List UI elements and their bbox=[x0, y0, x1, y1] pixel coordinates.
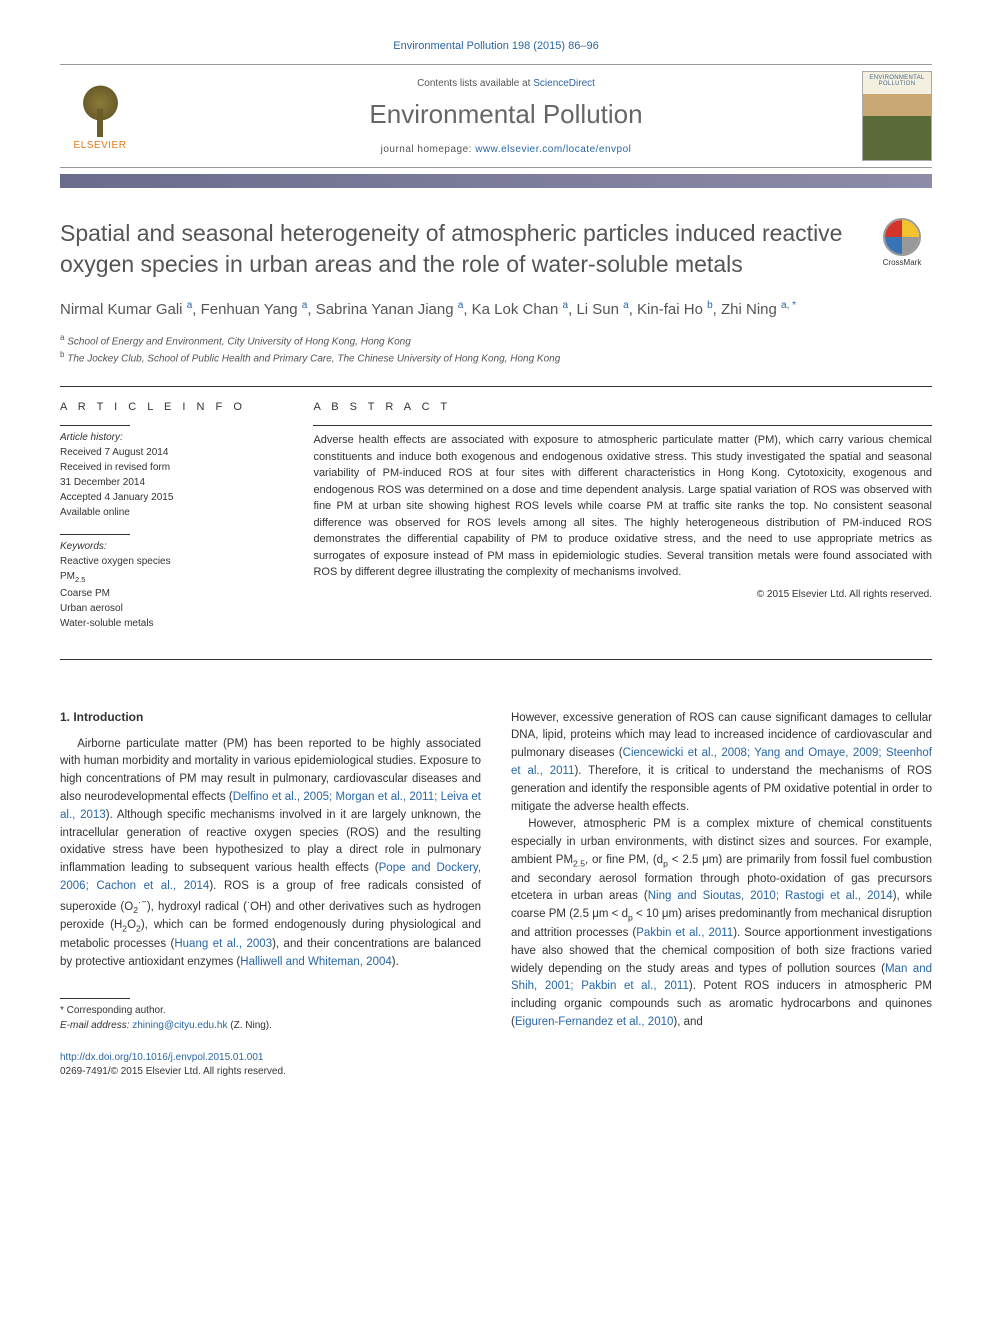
article-info-heading: A R T I C L E I N F O bbox=[60, 401, 277, 413]
contents-available-line: Contents lists available at ScienceDirec… bbox=[150, 78, 862, 89]
crossmark-badge[interactable]: CrossMark bbox=[872, 218, 932, 267]
homepage-link[interactable]: www.elsevier.com/locate/envpol bbox=[475, 144, 631, 155]
journal-header: ELSEVIER Contents lists available at Sci… bbox=[60, 65, 932, 168]
homepage-prefix: journal homepage: bbox=[381, 144, 476, 155]
citation-banner: Environmental Pollution 198 (2015) 86–96 bbox=[60, 40, 932, 52]
doi-link[interactable]: http://dx.doi.org/10.1016/j.envpol.2015.… bbox=[60, 1052, 264, 1063]
article-title: Spatial and seasonal heterogeneity of at… bbox=[60, 218, 852, 280]
gradient-separator-bar bbox=[60, 174, 932, 188]
cover-title: ENVIRONMENTAL POLLUTION bbox=[863, 75, 931, 87]
affiliation-b: b The Jockey Club, School of Public Heal… bbox=[60, 349, 932, 366]
affiliation-a: a School of Energy and Environment, City… bbox=[60, 332, 932, 349]
authors-list: Nirmal Kumar Gali a, Fenhuan Yang a, Sab… bbox=[60, 298, 932, 322]
keyword: Urban aerosol bbox=[60, 601, 277, 616]
article-meta-row: A R T I C L E I N F O Article history: R… bbox=[60, 386, 932, 659]
keyword: PM2.5 bbox=[60, 569, 277, 585]
history-item: Available online bbox=[60, 505, 277, 520]
contents-prefix: Contents lists available at bbox=[417, 78, 533, 89]
history-item: Received 7 August 2014 bbox=[60, 445, 277, 460]
journal-name: Environmental Pollution bbox=[150, 99, 862, 130]
keyword: Water-soluble metals bbox=[60, 616, 277, 631]
keywords-label: Keywords: bbox=[60, 541, 277, 552]
history-item: Accepted 4 January 2015 bbox=[60, 490, 277, 505]
body-columns: 1. Introduction Airborne particulate mat… bbox=[60, 710, 932, 1079]
abstract-separator bbox=[313, 425, 932, 426]
body-column-right: However, excessive generation of ROS can… bbox=[511, 710, 932, 1079]
abstract-heading: A B S T R A C T bbox=[313, 401, 932, 413]
info-separator bbox=[60, 425, 130, 426]
section-1-heading: 1. Introduction bbox=[60, 710, 481, 724]
doi-block: http://dx.doi.org/10.1016/j.envpol.2015.… bbox=[60, 1051, 481, 1079]
body-paragraph: Airborne particulate matter (PM) has bee… bbox=[60, 736, 481, 972]
abstract-copyright: © 2015 Elsevier Ltd. All rights reserved… bbox=[313, 589, 932, 600]
corresponding-author-note: * Corresponding author. bbox=[60, 1003, 481, 1018]
publisher-logo: ELSEVIER bbox=[60, 71, 140, 161]
crossmark-label: CrossMark bbox=[883, 258, 922, 267]
info-separator bbox=[60, 534, 130, 535]
keyword: Reactive oxygen species bbox=[60, 554, 277, 569]
author-email-link[interactable]: zhining@cityu.edu.hk bbox=[132, 1020, 227, 1031]
body-paragraph: However, excessive generation of ROS can… bbox=[511, 710, 932, 1032]
crossmark-icon bbox=[883, 218, 921, 256]
history-label: Article history: bbox=[60, 432, 277, 443]
issn-copyright: 0269-7491/© 2015 Elsevier Ltd. All right… bbox=[60, 1066, 286, 1077]
footnote-separator bbox=[60, 998, 130, 999]
publisher-name: ELSEVIER bbox=[74, 140, 127, 151]
history-item: Received in revised form bbox=[60, 460, 277, 475]
history-item: 31 December 2014 bbox=[60, 475, 277, 490]
affiliations: a School of Energy and Environment, City… bbox=[60, 332, 932, 367]
body-column-left: 1. Introduction Airborne particulate mat… bbox=[60, 710, 481, 1079]
keyword: Coarse PM bbox=[60, 586, 277, 601]
journal-cover-thumbnail: ENVIRONMENTAL POLLUTION bbox=[862, 71, 932, 161]
abstract-text: Adverse health effects are associated wi… bbox=[313, 432, 932, 581]
abstract-column: A B S T R A C T Adverse health effects a… bbox=[295, 387, 932, 658]
email-footnote: E-mail address: zhining@cityu.edu.hk (Z.… bbox=[60, 1018, 481, 1033]
article-info-column: A R T I C L E I N F O Article history: R… bbox=[60, 387, 295, 658]
sciencedirect-link[interactable]: ScienceDirect bbox=[533, 78, 595, 89]
elsevier-tree-icon bbox=[73, 81, 128, 136]
homepage-line: journal homepage: www.elsevier.com/locat… bbox=[150, 144, 862, 155]
